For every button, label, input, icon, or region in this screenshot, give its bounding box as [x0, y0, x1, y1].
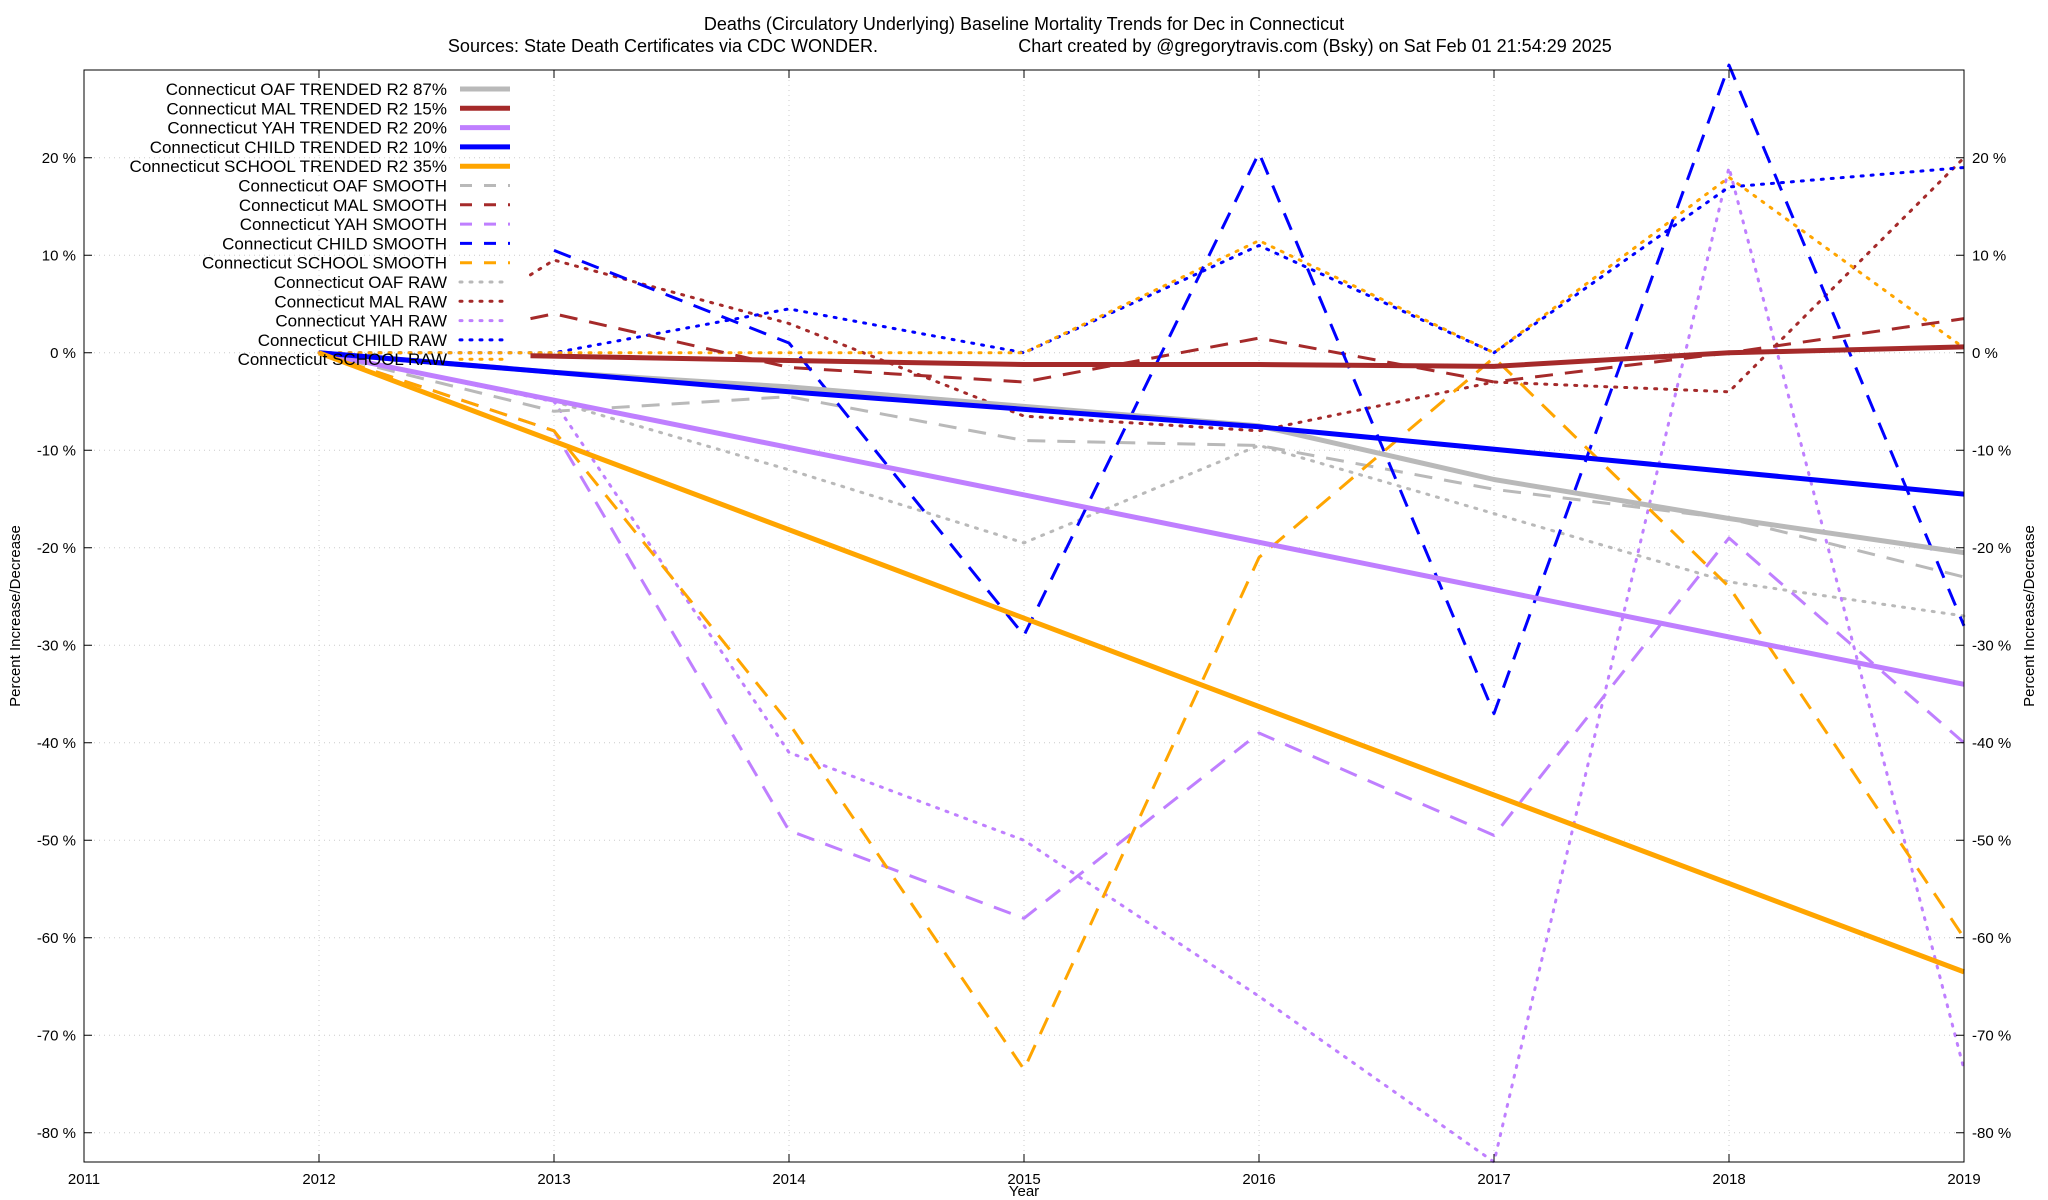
y2-tick-label: 0 %	[1972, 345, 1998, 362]
legend-entry-label: Connecticut SCHOOL RAW	[238, 350, 447, 369]
y2-tick-label: -30 %	[1972, 637, 2011, 654]
y-tick-label: -50 %	[37, 832, 76, 849]
y-tick-label: -70 %	[37, 1027, 76, 1044]
y2-tick-label: -70 %	[1972, 1027, 2011, 1044]
legend-entry-label: Connecticut CHILD SMOOTH	[222, 234, 447, 253]
y2-tick-label: -50 %	[1972, 832, 2011, 849]
y-tick-label: -80 %	[37, 1125, 76, 1142]
x-tick-label: 2017	[1477, 1171, 1510, 1188]
legend-entry-label: Connecticut OAF RAW	[274, 273, 447, 292]
series-layer	[317, 63, 1966, 1164]
y-tick-label: -30 %	[37, 637, 76, 654]
series-line-8	[553, 63, 1966, 715]
x-tick-label: 2013	[537, 1171, 570, 1188]
series-line-13	[317, 166, 1966, 355]
series-line-6	[530, 312, 1965, 384]
y2-tick-label: -10 %	[1972, 442, 2011, 459]
series-line-2	[318, 350, 1965, 687]
x-tick-label: 2015	[1007, 1171, 1040, 1188]
series-line-7	[318, 351, 1965, 920]
legend-entry-label: Connecticut YAH RAW	[275, 312, 447, 331]
y-tick-label: 20 %	[42, 150, 76, 167]
x-tick-label: 2016	[1242, 1171, 1275, 1188]
y2-tick-label: -80 %	[1972, 1125, 2011, 1142]
axis-layer: 2011 2012 2013 2014 2015 2016 2017 2018 2019 20 %…	[37, 70, 2011, 1188]
series-line-14	[317, 175, 1966, 355]
legend: Connecticut OAF TRENDED R2 87%Connecticu…	[130, 80, 512, 369]
x-tick-label: 2014	[772, 1171, 805, 1188]
series-line-9	[318, 351, 1966, 1071]
legend-entry-label: Connecticut CHILD RAW	[258, 331, 447, 350]
legend-entry-label: Connecticut OAF SMOOTH	[238, 177, 447, 196]
series-line-1	[530, 344, 1965, 369]
x-tick-label: 2019	[1947, 1171, 1980, 1188]
y-axis-label: Percent Increase/Decrease	[7, 525, 24, 707]
chart-title: Deaths (Circulatory Underlying) Baseline…	[704, 14, 1344, 34]
y2-tick-label: -60 %	[1972, 930, 2011, 947]
legend-entry-label: Connecticut MAL SMOOTH	[239, 196, 447, 215]
legend-entry-label: Connecticut CHILD TRENDED R2 10%	[150, 138, 447, 157]
x-tick-label: 2011	[68, 1171, 100, 1188]
y-tick-label: 0 %	[50, 345, 76, 362]
legend-entry-label: Connecticut SCHOOL SMOOTH	[202, 254, 447, 273]
y-tick-label: -20 %	[37, 540, 76, 557]
series-line-4	[318, 350, 1965, 975]
legend-entry-label: Connecticut MAL TRENDED R2 15%	[166, 99, 447, 118]
y2-tick-label: -40 %	[1972, 735, 2011, 752]
x-axis-label: Year	[1009, 1183, 1039, 1200]
y2-tick-label: 20 %	[1972, 150, 2006, 167]
legend-entry-label: Connecticut SCHOOL TRENDED R2 35%	[130, 157, 447, 176]
y-tick-label: -60 %	[37, 930, 76, 947]
series-line-5	[318, 351, 1965, 579]
legend-entry-label: Connecticut YAH SMOOTH	[240, 215, 447, 234]
chart-subtitle-left: Sources: State Death Certificates via CD…	[448, 36, 878, 56]
series-line-3	[318, 350, 1965, 497]
x-tick-label: 2018	[1712, 1171, 1745, 1188]
series-line-11	[529, 156, 1966, 433]
y-tick-label: 10 %	[42, 247, 76, 264]
x-tick-label: 2012	[302, 1171, 335, 1188]
legend-entry-label: Connecticut YAH TRENDED R2 20%	[167, 119, 447, 138]
y-tick-label: -40 %	[37, 735, 76, 752]
y2-axis-label: Percent Increase/Decrease	[2021, 525, 2038, 707]
legend-entry-label: Connecticut OAF TRENDED R2 87%	[166, 80, 447, 99]
series-line-10	[317, 351, 1966, 618]
legend-entry-label: Connecticut MAL RAW	[274, 292, 447, 311]
chart-subtitle-right: Chart created by @gregorytravis.com (Bsk…	[1018, 36, 1612, 56]
y2-tick-label: 10 %	[1972, 247, 2006, 264]
y2-tick-label: -20 %	[1972, 540, 2011, 557]
y-tick-label: -10 %	[37, 442, 76, 459]
series-line-12	[317, 166, 1966, 1164]
